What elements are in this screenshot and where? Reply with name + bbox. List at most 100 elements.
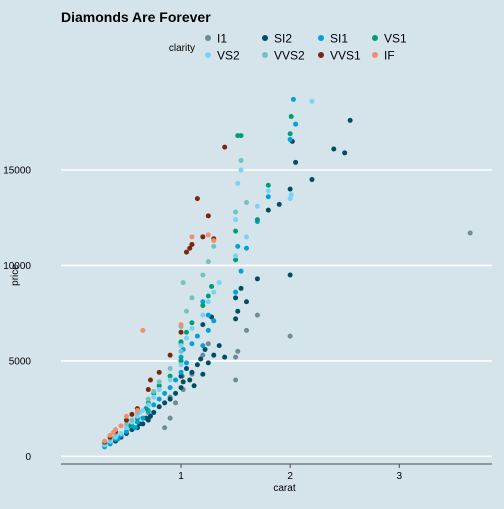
legend-label: SI2 [274, 32, 292, 46]
data-point [178, 385, 184, 391]
data-point [191, 383, 197, 389]
data-point [200, 272, 206, 278]
data-point [156, 383, 162, 389]
data-point [216, 280, 222, 286]
legend-item-vvs1: VVS1 [318, 49, 361, 63]
data-point [189, 341, 195, 347]
data-point [123, 417, 129, 423]
data-point [178, 329, 184, 335]
data-point [183, 335, 189, 341]
data-point [254, 217, 260, 223]
data-point [129, 417, 135, 423]
data-point [118, 423, 124, 429]
data-point [233, 316, 239, 322]
data-point [162, 400, 168, 406]
y-tick-label: 10000 [3, 261, 31, 272]
data-point [110, 430, 116, 435]
legend-swatch [205, 52, 211, 58]
data-point [189, 295, 195, 301]
data-point [178, 343, 184, 349]
data-point [309, 177, 315, 183]
data-point [167, 415, 173, 421]
data-point [243, 234, 249, 240]
data-point [211, 289, 217, 295]
data-point [178, 348, 184, 354]
data-point [123, 413, 129, 419]
data-point [113, 434, 119, 440]
legend-swatch [372, 35, 378, 41]
y-tick-label: 5000 [9, 356, 32, 367]
data-point [187, 245, 193, 251]
legend-label: IF [384, 49, 395, 63]
legend-label: SI1 [330, 32, 348, 46]
data-point [265, 194, 271, 200]
data-point [200, 352, 206, 358]
data-point [189, 325, 195, 331]
data-point [183, 366, 189, 372]
data-point [151, 388, 157, 394]
series-i1 [145, 230, 473, 431]
data-point [205, 360, 211, 366]
data-point [129, 411, 135, 417]
data-point [290, 96, 296, 102]
data-point [265, 182, 271, 188]
data-point [205, 341, 211, 347]
legend-swatch [205, 35, 211, 41]
data-point [123, 429, 129, 435]
legend-label: VVS2 [274, 49, 305, 63]
data-point [211, 238, 217, 244]
data-point [243, 299, 249, 305]
data-point [156, 369, 162, 375]
data-point [243, 327, 249, 333]
data-point [118, 430, 124, 436]
data-point [211, 352, 217, 358]
data-point [205, 312, 211, 318]
x-tick-label: 2 [287, 471, 293, 482]
data-point [156, 379, 162, 385]
data-point [167, 352, 173, 358]
x-axis-label: carat [273, 483, 295, 494]
data-point [156, 404, 162, 410]
x-tick-label: 1 [178, 471, 184, 482]
data-point [151, 402, 157, 408]
legend-swatch [262, 35, 268, 41]
data-point [205, 293, 211, 299]
data-point [238, 157, 244, 163]
data-point [209, 283, 215, 289]
data-point [123, 425, 129, 431]
data-point [173, 377, 179, 383]
data-point [200, 343, 206, 349]
data-point [194, 196, 200, 202]
data-point [134, 413, 140, 419]
legend-item-i1: I1 [205, 32, 227, 46]
data-point [235, 308, 241, 314]
data-point [265, 207, 271, 213]
data-point [287, 196, 293, 202]
data-point [287, 136, 293, 142]
chart-title: Diamonds Are Forever [61, 9, 211, 25]
data-point [198, 356, 204, 362]
data-point [265, 188, 271, 194]
data-point [287, 131, 293, 137]
legend-label: VS2 [217, 49, 240, 63]
data-point [167, 396, 173, 402]
data-point [178, 362, 184, 368]
data-point [222, 144, 228, 150]
data-point [194, 333, 200, 339]
data-point [205, 232, 211, 238]
series-if [102, 232, 217, 444]
data-point [102, 438, 108, 444]
data-point [167, 373, 173, 379]
data-point [288, 192, 294, 198]
data-point [216, 343, 222, 349]
data-point [276, 201, 282, 207]
data-point [287, 272, 293, 278]
data-point [288, 114, 294, 120]
data-point [235, 180, 241, 186]
legend-swatch [318, 52, 324, 58]
data-point [167, 366, 173, 372]
data-point [107, 432, 113, 438]
data-point [178, 358, 184, 364]
legend-swatch [372, 52, 378, 58]
data-point [238, 268, 244, 274]
